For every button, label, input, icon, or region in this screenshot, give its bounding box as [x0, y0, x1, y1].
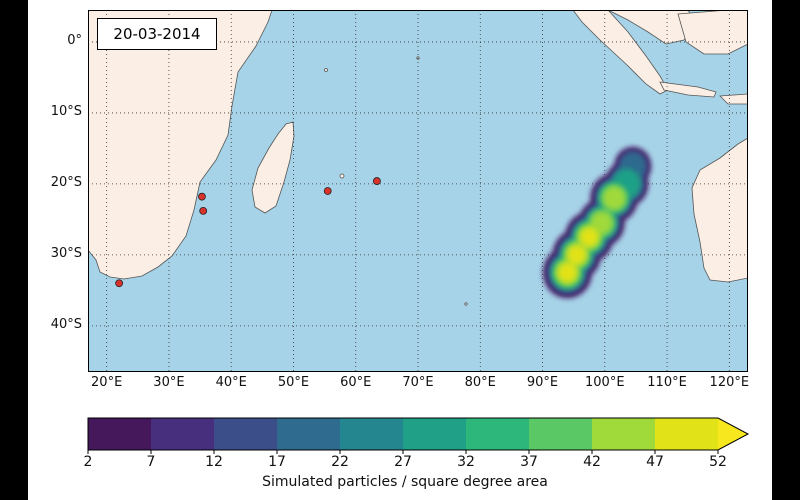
- small-island: [464, 302, 468, 306]
- longitude-tick-label: 100°E: [585, 375, 625, 390]
- latitude-tick-label: 0°: [67, 32, 82, 48]
- density-cell: [602, 186, 626, 210]
- release-markers: [115, 177, 381, 288]
- longitude-tick-label: 110°E: [647, 375, 687, 390]
- latitude-tick-label: 10°S: [50, 103, 82, 119]
- longitude-tick-label: 80°E: [464, 375, 496, 390]
- land-masses: [88, 10, 748, 306]
- longitude-tick-label: 20°E: [91, 375, 123, 390]
- map-border: [88, 10, 748, 372]
- longitude-tick-label: 50°E: [277, 375, 310, 390]
- colorbar-segment: [88, 418, 152, 450]
- africa-landmass: [88, 10, 273, 280]
- particle-density-field: [543, 147, 651, 298]
- colorbar-tick-label: 12: [205, 454, 223, 470]
- borneo-landmass: [677, 10, 748, 55]
- malay-landmass: [607, 10, 697, 45]
- mascarene-island: [339, 173, 345, 179]
- colorbar-tick-label: 37: [520, 454, 538, 470]
- colorbar-label: Simulated particles / square degree area: [262, 474, 548, 490]
- longitude-tick-label: 40°E: [215, 375, 247, 390]
- colorbar-tick-label: 47: [646, 454, 664, 470]
- sumatra-landmass: [572, 10, 669, 95]
- release-location-marker: [323, 187, 332, 195]
- longitude-tick-label: 60°E: [340, 375, 372, 390]
- colorbar-tick-label: 42: [583, 454, 601, 470]
- release-location-marker: [115, 279, 124, 288]
- australia-landmass: [691, 137, 748, 283]
- sunda-islands-landmass: [719, 93, 748, 105]
- java-landmass: [659, 81, 717, 98]
- map-panel: [88, 10, 748, 372]
- colorbar-segment: [151, 418, 215, 450]
- latitude-tick-label: 20°S: [50, 174, 82, 190]
- colorbar-tick-label: 2: [83, 454, 93, 470]
- longitude-tick-label: 120°E: [709, 375, 750, 390]
- colorbar-tick-label: 52: [709, 454, 727, 470]
- madagascar-landmass: [251, 121, 295, 214]
- colorbar-segment: [466, 418, 530, 450]
- release-location-marker: [373, 177, 381, 185]
- colorbar-segment: [214, 418, 278, 450]
- colorbar-tick-label: 22: [331, 454, 349, 470]
- map-svg: [88, 10, 748, 372]
- colorbar-segment: [340, 418, 404, 450]
- colorbar-segment: [655, 418, 719, 450]
- density-cell: [580, 227, 599, 247]
- release-location-marker: [198, 192, 206, 201]
- colorbar-tick-label: 32: [457, 454, 475, 470]
- colorbar-outline: [87, 417, 750, 451]
- colorbar-segment: [403, 418, 467, 450]
- latitude-tick-label: 30°S: [50, 245, 82, 261]
- small-island: [324, 68, 328, 72]
- density-cell: [567, 245, 586, 265]
- colorbar-tick-label: 7: [146, 454, 156, 470]
- longitude-tick-label: 90°E: [526, 375, 559, 390]
- date-label-box: 20-03-2014: [97, 18, 217, 50]
- density-layer: [558, 227, 599, 283]
- latitude-tick-label: 40°S: [50, 316, 82, 332]
- density-cell: [558, 263, 577, 283]
- graticule: [88, 10, 748, 372]
- longitude-tick-label: 30°E: [153, 375, 185, 390]
- density-cell: [590, 211, 613, 235]
- colorbar-segment: [277, 418, 341, 450]
- colorbar-tick-label: 17: [268, 454, 286, 470]
- colorbar-tick-label: 27: [394, 454, 412, 470]
- colorbar-extend-arrow: [718, 418, 748, 450]
- release-location-marker: [199, 206, 208, 215]
- longitude-tick-label: 70°E: [402, 375, 434, 390]
- date-label: 20-03-2014: [113, 25, 201, 43]
- colorbar-segment: [529, 418, 593, 450]
- colorbar-segment: [592, 418, 656, 450]
